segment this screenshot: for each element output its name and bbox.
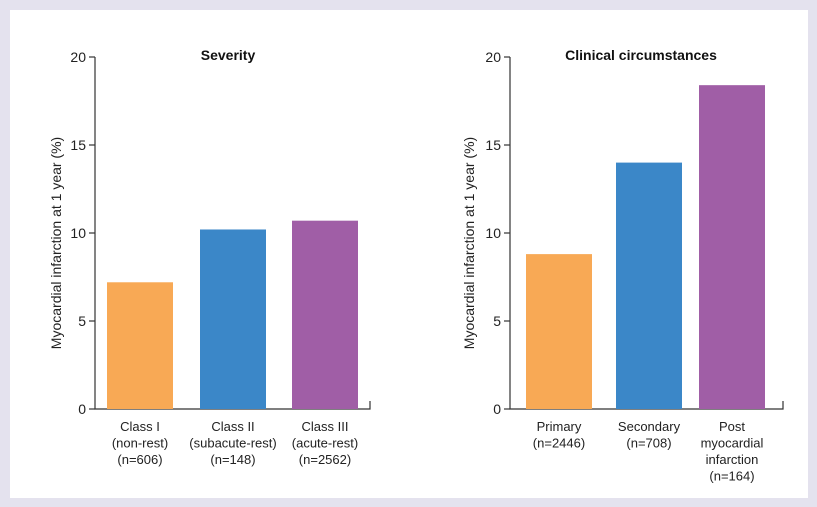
- y-axis-label-0: Myocardial infarction at 1 year (%): [48, 137, 64, 349]
- y-tick-label-0-0: 0: [78, 401, 86, 417]
- bar-1-2: [699, 85, 765, 409]
- chart-title-0: Severity: [201, 47, 256, 63]
- category-label-0-2-2: (n=2562): [299, 452, 351, 467]
- y-tick-label-0-2: 10: [70, 225, 86, 241]
- category-label-1-1-0: Secondary: [618, 419, 681, 434]
- category-label-0-1-2: (n=148): [210, 452, 255, 467]
- bar-0-0: [107, 282, 173, 409]
- y-tick-label-1-4: 20: [485, 49, 501, 65]
- category-label-1-1-1: (n=708): [626, 436, 671, 451]
- bar-1-0: [526, 254, 592, 409]
- y-tick-label-0-1: 5: [78, 313, 86, 329]
- figure-svg: 0 5 10 15 20 Myocardial infarction at 1 year …: [48, 47, 784, 484]
- y-tick-label-1-3: 15: [485, 137, 501, 153]
- category-label-0-0-0: Class I: [120, 419, 160, 434]
- bar-0-1: [200, 229, 266, 409]
- category-label-1-2-2: infarction: [706, 452, 759, 467]
- y-tick-label-1-2: 10: [485, 225, 501, 241]
- category-label-0-0-2: (n=606): [117, 452, 162, 467]
- y-tick-label-0-4: 20: [70, 49, 86, 65]
- category-label-1-2-0: Post: [719, 419, 745, 434]
- bar-1-1: [616, 162, 682, 409]
- category-label-0-2-0: Class III: [302, 419, 349, 434]
- chart-title-1: Clinical circumstances: [565, 47, 717, 63]
- figure-panel: 0 5 10 15 20 Myocardial infarction at 1 year …: [10, 10, 808, 498]
- y-axis-label-1: Myocardial infarction at 1 year (%): [461, 137, 477, 349]
- category-label-1-0-1: (n=2446): [533, 436, 585, 451]
- category-label-0-0-1: (non-rest): [112, 436, 168, 451]
- category-label-0-1-1: (subacute-rest): [189, 436, 276, 451]
- category-label-0-2-1: (acute-rest): [292, 436, 358, 451]
- y-tick-label-0-3: 15: [70, 137, 86, 153]
- y-tick-label-1-0: 0: [493, 401, 501, 417]
- y-tick-label-1-1: 5: [493, 313, 501, 329]
- category-label-0-1-0: Class II: [211, 419, 254, 434]
- bar-0-2: [292, 220, 358, 409]
- category-label-1-2-1: myocardial: [701, 436, 764, 451]
- category-label-1-0-0: Primary: [537, 419, 582, 434]
- category-label-1-2-3: (n=164): [709, 469, 754, 484]
